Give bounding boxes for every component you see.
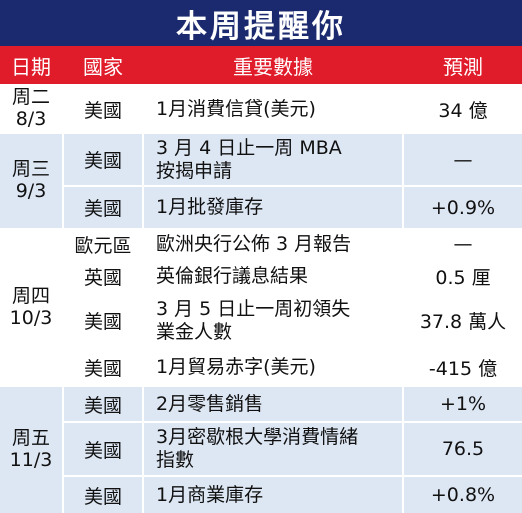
data-cell: 1月批發庫存 xyxy=(144,187,402,228)
day-cell: 周五 11/3 xyxy=(0,387,62,513)
table-header xyxy=(0,46,522,84)
country-cell: 美國 xyxy=(64,477,142,513)
country-cell: 美國 xyxy=(64,349,142,385)
data-cell: 1月消費信貸(美元) xyxy=(144,86,402,132)
data-cell: 3月密歇根大學消費情緒 指數 xyxy=(144,423,402,475)
forecast-cell: — xyxy=(404,230,522,258)
forecast-cell: 37.8 萬人 xyxy=(404,294,522,347)
data-cell: 3 月 4 日止一周 MBA 按揭申請 xyxy=(144,134,402,185)
page-title: 本周提醒你 xyxy=(0,0,522,46)
data-cell: 2月零售銷售 xyxy=(144,387,402,421)
country-cell: 美國 xyxy=(64,387,142,421)
forecast-cell: 34 億 xyxy=(404,86,522,132)
forecast-cell: +0.9% xyxy=(404,187,522,228)
data-cell: 英倫銀行議息結果 xyxy=(144,260,402,292)
forecast-cell: — xyxy=(404,134,522,185)
day-cell: 周三 9/3 xyxy=(0,134,62,228)
forecast-cell: +1% xyxy=(404,387,522,421)
forecast-cell: 0.5 厘 xyxy=(404,260,522,292)
data-cell: 1月貿易赤字(美元) xyxy=(144,349,402,385)
country-cell: 美國 xyxy=(64,134,142,185)
header-forecast: 預測 xyxy=(443,54,483,79)
header-country: 國家 xyxy=(83,54,123,79)
country-cell: 歐元區 xyxy=(64,230,142,258)
day-cell: 周四 10/3 xyxy=(0,230,62,385)
data-cell: 3 月 5 日止一周初領失 業金人數 xyxy=(144,294,402,347)
forecast-cell: -415 億 xyxy=(404,349,522,385)
day-cell: 周二 8/3 xyxy=(0,86,62,132)
forecast-cell: +0.8% xyxy=(404,477,522,513)
header-data: 重要數據 xyxy=(233,54,313,79)
country-cell: 美國 xyxy=(64,187,142,228)
country-cell: 英國 xyxy=(64,260,142,292)
country-cell: 美國 xyxy=(64,86,142,132)
header-day: 日期 xyxy=(11,54,51,79)
data-cell: 1月商業庫存 xyxy=(144,477,402,513)
country-cell: 美國 xyxy=(64,423,142,475)
country-cell: 美國 xyxy=(64,294,142,347)
forecast-cell: 76.5 xyxy=(404,423,522,475)
data-cell: 歐洲央行公佈 3 月報告 xyxy=(144,230,402,258)
